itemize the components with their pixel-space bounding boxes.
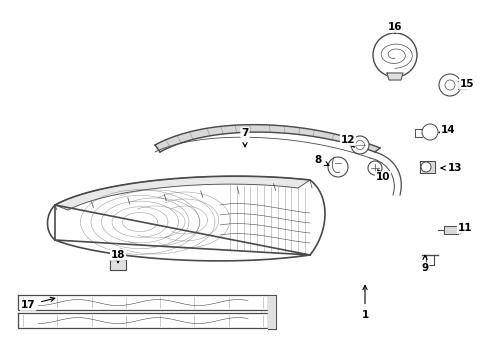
Polygon shape <box>18 313 268 328</box>
Circle shape <box>368 161 382 175</box>
Polygon shape <box>155 125 380 152</box>
Text: 1: 1 <box>362 285 368 320</box>
Text: 7: 7 <box>241 128 249 147</box>
Text: 9: 9 <box>421 255 429 273</box>
Text: 10: 10 <box>376 170 390 182</box>
Polygon shape <box>55 176 310 210</box>
Text: 11: 11 <box>458 223 472 234</box>
Text: 6: 6 <box>0 359 1 360</box>
Polygon shape <box>444 226 458 234</box>
Polygon shape <box>110 260 126 270</box>
Text: 18: 18 <box>111 250 125 263</box>
Text: 13: 13 <box>441 163 462 173</box>
Polygon shape <box>420 161 435 173</box>
Text: 8: 8 <box>315 155 329 166</box>
Text: 4: 4 <box>0 359 1 360</box>
Circle shape <box>422 124 438 140</box>
Polygon shape <box>268 295 276 329</box>
Text: 12: 12 <box>341 135 355 147</box>
Polygon shape <box>387 73 403 80</box>
Text: 14: 14 <box>439 125 455 135</box>
Text: 5: 5 <box>0 359 1 360</box>
Circle shape <box>328 157 348 177</box>
Polygon shape <box>48 176 325 261</box>
Polygon shape <box>458 81 466 89</box>
Text: 17: 17 <box>21 297 55 310</box>
Text: 3: 3 <box>0 359 1 360</box>
Text: 15: 15 <box>460 79 474 89</box>
Polygon shape <box>18 295 268 310</box>
Circle shape <box>421 162 431 172</box>
Text: 16: 16 <box>388 22 402 33</box>
Circle shape <box>373 33 417 77</box>
Circle shape <box>351 136 369 154</box>
Text: 2: 2 <box>0 359 1 360</box>
Circle shape <box>439 74 461 96</box>
